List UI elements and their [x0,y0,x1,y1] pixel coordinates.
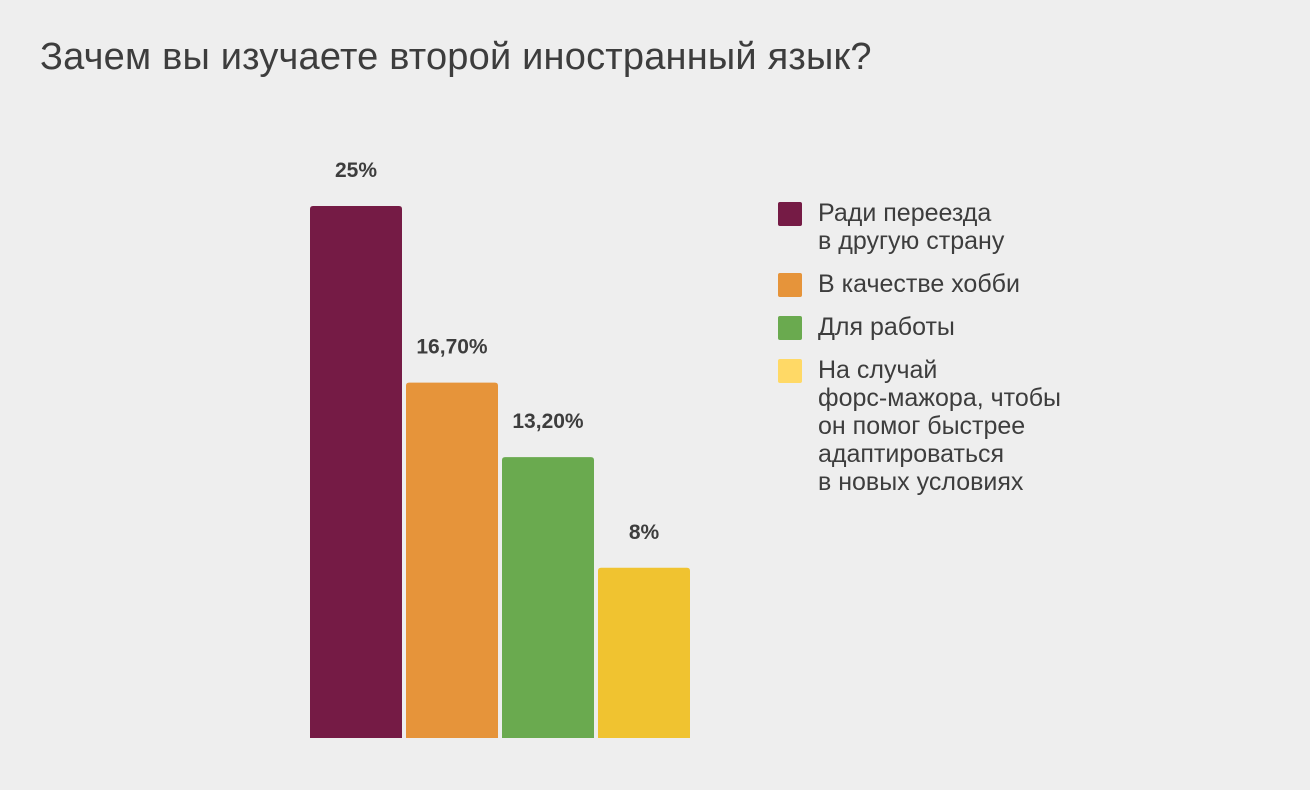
legend-swatch-relocation [778,202,802,226]
bar-hobby [406,382,498,738]
legend-label-relocation: Ради переезда в другую страну [818,199,1005,255]
chart-legend: Ради переезда в другую страну В качестве… [778,199,1118,511]
legend-label-work: Для работы [818,313,955,341]
legend-label-hobby: В качестве хобби [818,270,1020,298]
value-label-force-majeure: 8% [629,521,660,544]
legend-item-work: Для работы [778,313,1118,341]
value-label-hobby: 16,70% [416,336,488,359]
legend-item-hobby: В качестве хобби [778,270,1118,298]
legend-label-force-majeure: На случай форс-мажора, чтобы он помог бы… [818,356,1062,496]
bar-relocation [310,206,402,738]
legend-swatch-hobby [778,273,802,297]
legend-swatch-work [778,316,802,340]
legend-item-force-majeure: На случай форс-мажора, чтобы он помог бы… [778,356,1118,496]
value-label-relocation: 25% [335,159,377,182]
legend-item-relocation: Ради переезда в другую страну [778,199,1118,255]
legend-swatch-force-majeure [778,359,802,383]
chart-title: Зачем вы изучаете второй иностранный язы… [40,36,872,78]
value-label-work: 13,20% [512,410,584,433]
bar-work [502,457,594,738]
bar-force-majeure [598,567,690,738]
